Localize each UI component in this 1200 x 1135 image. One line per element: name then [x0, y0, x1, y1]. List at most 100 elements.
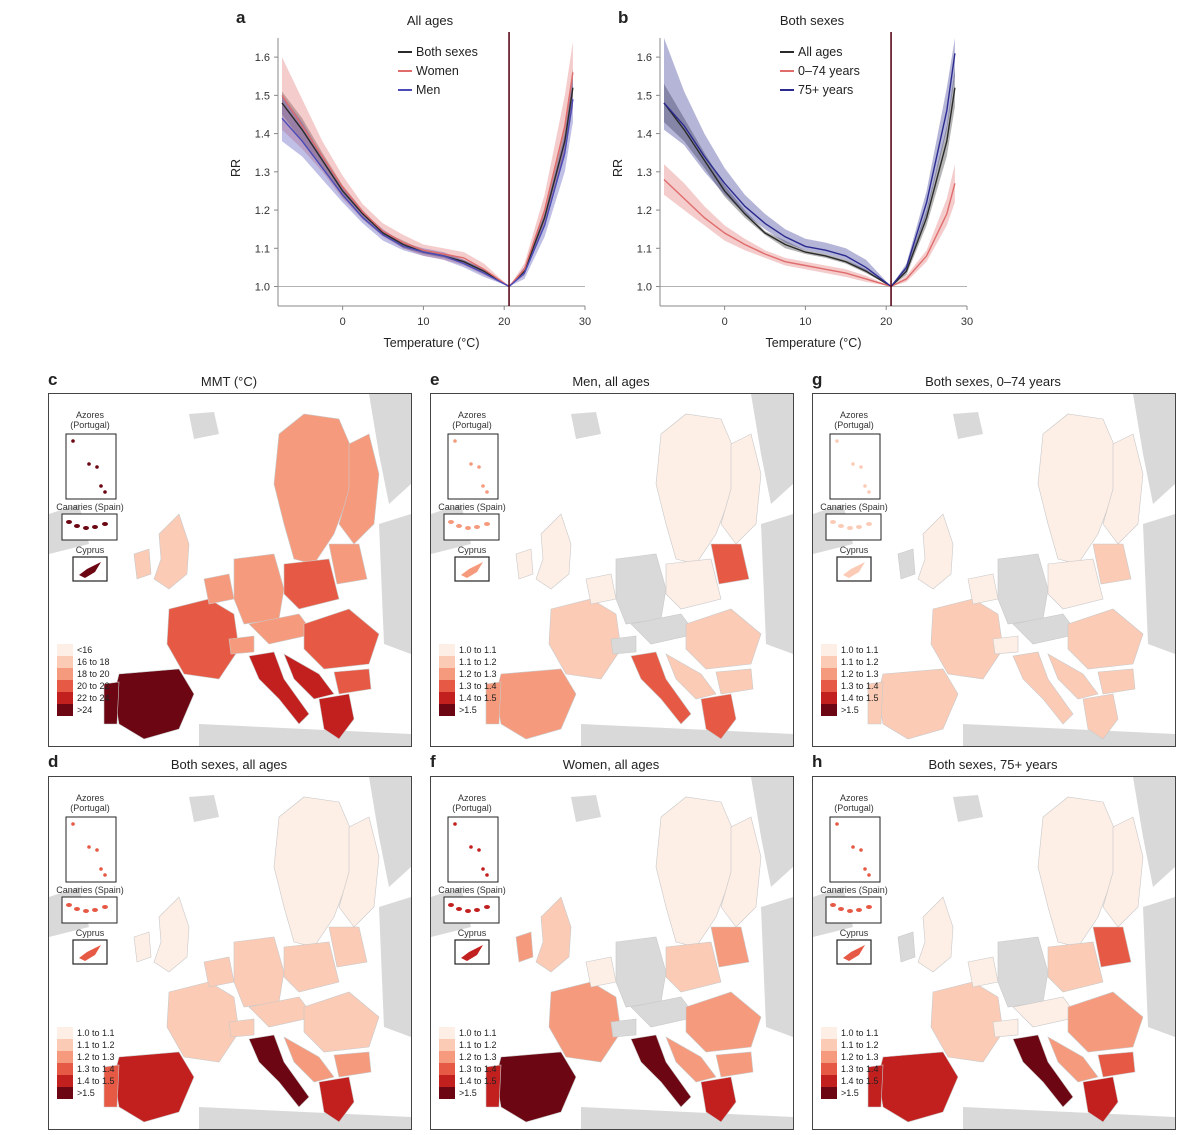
- legend-row: 1.1 to 1.2: [821, 656, 879, 668]
- legend-row: 1.3 to 1.4: [439, 1063, 497, 1075]
- region-scandinavia: [1037, 413, 1119, 565]
- y-tick-label: 1.5: [637, 90, 652, 102]
- legend-row: 1.3 to 1.4: [821, 1063, 879, 1075]
- legend-swatch: [821, 1075, 837, 1087]
- region-finland: [720, 816, 762, 928]
- legend-label: 1.3 to 1.4: [459, 681, 497, 691]
- y-tick-label: 1.0: [255, 282, 270, 294]
- azores-island: [469, 845, 473, 849]
- panel-letter-h: h: [812, 752, 823, 771]
- region-baltics: [710, 543, 750, 585]
- background-land: [963, 1107, 1175, 1129]
- legend-swatch: [57, 692, 73, 704]
- region-scandinavia: [273, 413, 355, 565]
- azores-island: [99, 484, 103, 488]
- background-land: [963, 724, 1175, 746]
- canary-island: [102, 522, 108, 526]
- background-land: [761, 514, 793, 654]
- region-finland: [1102, 816, 1144, 928]
- legend-label: 1.3 to 1.4: [841, 1064, 879, 1074]
- cyprus-shape: [79, 562, 101, 578]
- azores-island: [453, 439, 457, 443]
- region-finland: [338, 816, 380, 928]
- region-germany: [997, 936, 1049, 1008]
- legend-swatch: [821, 656, 837, 668]
- background-land: [761, 897, 793, 1037]
- region-spain: [495, 1051, 577, 1123]
- azores-island: [485, 490, 489, 494]
- region-germany: [997, 553, 1049, 625]
- x-tick-label: 20: [880, 316, 892, 328]
- legend-swatch: [57, 656, 73, 668]
- legend-row: 1.4 to 1.5: [57, 1075, 115, 1087]
- background-land: [369, 394, 411, 504]
- legend-label: 1.4 to 1.5: [459, 1076, 497, 1086]
- legend-swatch: [821, 1087, 837, 1099]
- inset-label-cyprus: Cyprus: [457, 928, 487, 938]
- canary-island: [484, 905, 490, 909]
- legend-row: 1.4 to 1.5: [439, 692, 497, 704]
- legend-swatch: [57, 1087, 73, 1099]
- map-title-g: Both sexes, 0–74 years: [925, 374, 1061, 389]
- legend-label: 1.2 to 1.3: [77, 1052, 115, 1062]
- legend-row: >1.5: [439, 1087, 497, 1099]
- legend-row: 1.3 to 1.4: [57, 1063, 115, 1075]
- legend-swatch: [439, 1039, 455, 1051]
- legend-label: All ages: [798, 45, 842, 59]
- y-tick-label: 1.1: [255, 243, 270, 255]
- y-tick-label: 1.6: [637, 52, 652, 64]
- panel-letter-b: b: [618, 8, 629, 27]
- map-panel-both: Azores (Portugal) Canaries (Spain) Cyprus 1…: [48, 776, 412, 1130]
- region-ireland: [133, 931, 152, 963]
- region-benelux: [585, 573, 617, 605]
- region-uk: [917, 513, 954, 590]
- background-land: [953, 412, 983, 439]
- legend-swatch: [439, 704, 455, 716]
- series-line-2: [663, 53, 956, 288]
- legend-row: >24: [57, 704, 110, 716]
- region-balkans: [665, 1036, 717, 1083]
- legend-row: 1.2 to 1.3: [821, 668, 879, 680]
- europe-map: [49, 777, 411, 1129]
- inset-label-cyprus: Cyprus: [75, 928, 105, 938]
- y-tick-label: 1.5: [255, 90, 270, 102]
- region-baltics: [1092, 926, 1132, 968]
- region-france: [548, 598, 622, 680]
- legend-row: 1.0 to 1.1: [57, 1027, 115, 1039]
- legend-swatch: [439, 1063, 455, 1075]
- inset-label-canaries: Canaries (Spain): [820, 502, 888, 512]
- x-tick-label: 0: [340, 316, 346, 328]
- region-ireland: [897, 548, 916, 580]
- region-switzerland: [610, 635, 637, 655]
- region-benelux: [203, 956, 235, 988]
- region-baltics: [1092, 543, 1132, 585]
- map-title-c: MMT (°C): [200, 374, 258, 389]
- canary-island: [66, 903, 72, 907]
- map-panel-mmt: Azores (Portugal) Canaries (Spain) Cyprus <…: [48, 393, 412, 747]
- panel-letter-d: d: [48, 752, 59, 771]
- inset-label-azores: Azores (Portugal): [452, 793, 492, 813]
- cyprus-shape: [461, 562, 483, 578]
- y-tick-label: 1.2: [637, 205, 652, 217]
- azores-island: [477, 848, 481, 852]
- europe-map: [813, 394, 1175, 746]
- region-hungary-romania: [685, 991, 762, 1053]
- legend-swatch: [439, 656, 455, 668]
- y-tick-label: 1.2: [255, 205, 270, 217]
- legend-swatch: [439, 692, 455, 704]
- azores-island: [835, 439, 839, 443]
- europe-map: [431, 394, 793, 746]
- legend-label: >24: [77, 705, 93, 715]
- panel-letter-a: a: [236, 8, 246, 27]
- legend-row: 1.0 to 1.1: [439, 644, 497, 656]
- region-switzerland: [228, 1018, 255, 1038]
- legend-swatch: [57, 1039, 73, 1051]
- legend-label: 1.1 to 1.2: [77, 1040, 115, 1050]
- region-spain: [113, 668, 195, 740]
- inset-label-cyprus: Cyprus: [457, 545, 487, 555]
- region-balkans: [283, 1036, 335, 1083]
- region-uk: [535, 513, 572, 590]
- region-italy: [248, 651, 310, 725]
- rr-curve-chart-a: 1.0 1.1 1.2 1.3 1.4 1.5 1.6 0 10 20 30 Temperature …: [230, 32, 591, 350]
- region-switzerland: [228, 635, 255, 655]
